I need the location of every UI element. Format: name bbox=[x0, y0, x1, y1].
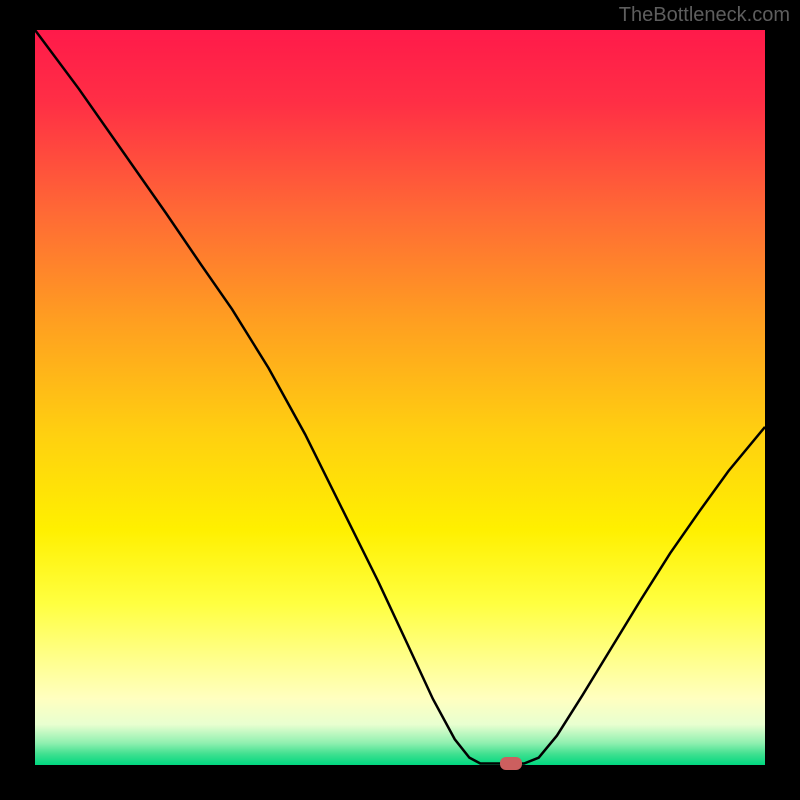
plot-area bbox=[35, 30, 765, 765]
chart-container: { "watermark": { "text": "TheBottleneck.… bbox=[0, 0, 800, 800]
watermark-text: TheBottleneck.com bbox=[619, 4, 790, 27]
curve-line bbox=[35, 30, 765, 765]
minimum-marker bbox=[500, 757, 522, 770]
